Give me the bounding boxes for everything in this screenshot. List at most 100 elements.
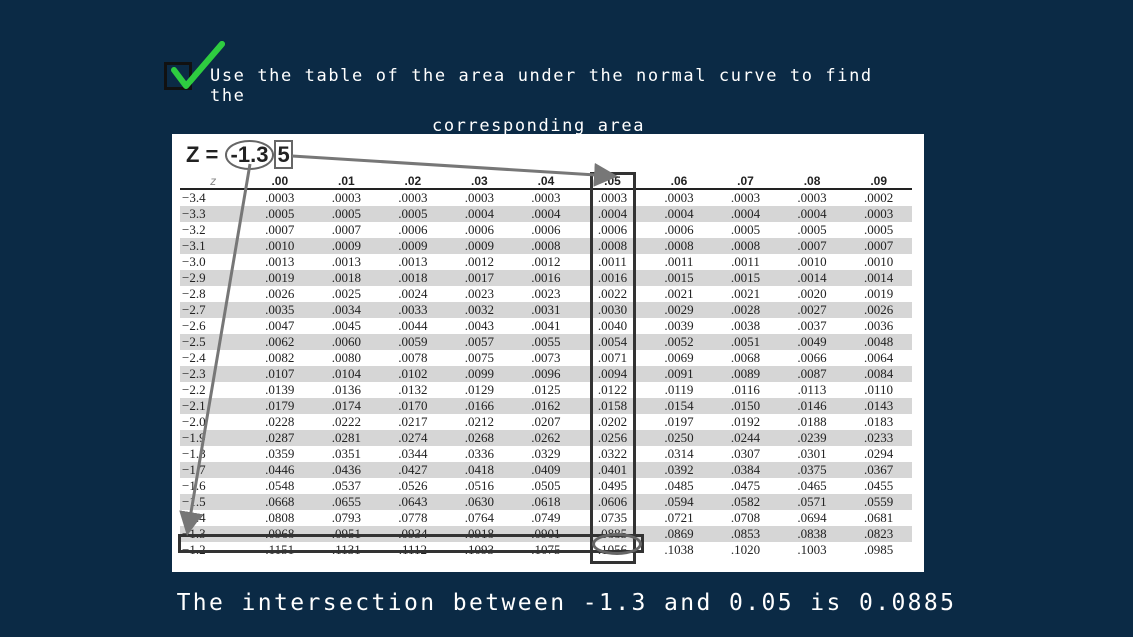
table-cell: .0006 xyxy=(531,222,561,237)
table-cell: .0005 xyxy=(313,206,380,222)
table-cell: .0059 xyxy=(379,334,447,350)
z-cell: −2.5 xyxy=(180,334,247,350)
table-cell: .0039 xyxy=(664,318,694,333)
table-cell: .0003 xyxy=(797,190,827,205)
table-cell: .0021 xyxy=(664,286,694,301)
table-cell: .0681 xyxy=(864,510,894,525)
table-cell: .0012 xyxy=(531,254,561,269)
table-cell: .0007 xyxy=(778,238,846,254)
table-cell: .0018 xyxy=(313,270,380,286)
table-cell: .0023 xyxy=(464,286,495,301)
table-cell: .0233 xyxy=(845,430,912,446)
table-cell: .0322 xyxy=(597,446,628,461)
z-cell: −2.6 xyxy=(182,318,206,333)
table-cell: .0068 xyxy=(730,350,761,365)
z-cell: −2.7 xyxy=(180,302,247,318)
table-cell: .0003 xyxy=(331,190,361,205)
table-cell: .0143 xyxy=(845,398,912,414)
table-cell: .0116 xyxy=(731,382,760,397)
z-cell: −2.2 xyxy=(182,382,206,397)
table-cell: .0409 xyxy=(512,462,580,478)
table-cell: .1093 xyxy=(464,542,495,557)
table-cell: .0066 xyxy=(797,350,827,365)
table-row: −2.8 .0026 .0025 .0024 .0023 .0023 .0022 .0021.… xyxy=(180,286,912,302)
table-cell: .0008 xyxy=(579,238,646,254)
table-cell: .0032 xyxy=(446,302,513,318)
table-cell: .0301 xyxy=(797,446,827,461)
table-row: −2.9.0019.0018.0018.0017.0016.0016.0015.… xyxy=(180,270,912,286)
table-cell: .0007 xyxy=(265,222,295,237)
table-cell: .0174 xyxy=(313,398,380,414)
table-row: −2.1.0179.0174.0170.0166.0162.0158.0154.… xyxy=(180,398,912,414)
table-cell: .0003 xyxy=(597,190,628,205)
table-cell: .0005 xyxy=(864,222,894,237)
column-header: .00 xyxy=(246,174,314,190)
table-cell: .0336 xyxy=(464,446,495,461)
table-cell: .0582 xyxy=(712,494,779,510)
table-cell: .0436 xyxy=(313,462,380,478)
table-cell: .0287 xyxy=(246,430,314,446)
table-cell: .0009 xyxy=(313,238,380,254)
table-cell: .0344 xyxy=(398,446,428,461)
table-cell: .0013 xyxy=(398,254,428,269)
z-cell: −2.4 xyxy=(182,350,206,365)
table-cell: .0013 xyxy=(265,254,295,269)
table-cell: .0025 xyxy=(331,286,361,301)
table-cell: .0150 xyxy=(712,398,779,414)
table-cell: .0537 xyxy=(331,478,361,493)
table-cell: .0281 xyxy=(313,430,380,446)
table-cell: .1003 xyxy=(797,542,827,557)
table-cell: .0427 xyxy=(379,462,447,478)
table-cell: .0010 xyxy=(797,254,827,269)
table-cell: .0222 xyxy=(331,414,361,429)
table-cell: .0869 xyxy=(645,526,713,542)
column-header: .09 xyxy=(845,174,912,190)
z-cell: −3.3 xyxy=(180,206,247,222)
table-cell: .0188 xyxy=(797,414,827,429)
z-table-panel: Z = -1.3 5 z .00.01.02.03.04.05.06.07.08.0… xyxy=(172,134,924,572)
table-cell: .0002 xyxy=(864,190,894,205)
answer-caption: The intersection between -1.3 and 0.05 i… xyxy=(176,590,957,616)
z-cell: −3.0 xyxy=(182,254,206,269)
table-cell: .0024 xyxy=(398,286,428,301)
table-cell: .0485 xyxy=(664,478,694,493)
table-cell: .0110 xyxy=(864,382,894,397)
z-cell: −3.1 xyxy=(180,238,247,254)
table-cell: .0014 xyxy=(845,270,912,286)
table-cell: .0008 xyxy=(512,238,580,254)
table-cell: .0062 xyxy=(246,334,314,350)
z-table: z .00.01.02.03.04.05.06.07.08.09 −3.4.000… xyxy=(180,174,912,558)
table-cell: .0094 xyxy=(579,366,646,382)
table-cell: .0268 xyxy=(446,430,513,446)
table-cell: .0047 xyxy=(265,318,295,333)
table-cell: .0475 xyxy=(730,478,761,493)
table-cell: .0122 xyxy=(597,382,628,397)
table-cell: .0004 xyxy=(712,206,779,222)
instruction-text: Use the table of the area under the norm… xyxy=(210,66,910,136)
table-cell: .0048 xyxy=(845,334,912,350)
table-cell: .0075 xyxy=(464,350,495,365)
instruction-line-1: Use the table of the area under the norm… xyxy=(210,66,873,106)
table-row: −3.2 .0007 .0007 .0006 .0006 .0006 .0006 .0006.… xyxy=(180,222,912,238)
table-cell: .0005 xyxy=(246,206,314,222)
table-cell: .0006 xyxy=(597,222,628,237)
table-cell: .0793 xyxy=(331,510,361,525)
table-cell: .0019 xyxy=(864,286,894,301)
table-cell: .0009 xyxy=(379,238,447,254)
table-cell: .0041 xyxy=(531,318,561,333)
table-cell: .0007 xyxy=(331,222,361,237)
table-row: −3.1.0010.0009.0009.0009.0008.0008.0008.… xyxy=(180,238,912,254)
table-cell: .0044 xyxy=(398,318,428,333)
table-cell: .1112 xyxy=(398,542,427,557)
table-cell: .0003 xyxy=(730,190,761,205)
table-row: −3.3.0005.0005.0005.0004.0004.0004.0004.… xyxy=(180,206,912,222)
table-cell: .0071 xyxy=(597,350,628,365)
checkmark-overlay-icon xyxy=(171,41,225,89)
table-cell: .0082 xyxy=(265,350,295,365)
table-cell: .0505 xyxy=(531,478,561,493)
table-cell: .0015 xyxy=(645,270,713,286)
table-row: −1.2.1151.1131.1112.1093.1075.1056.1038.… xyxy=(180,542,912,558)
table-cell: .0057 xyxy=(446,334,513,350)
table-cell: .0010 xyxy=(246,238,314,254)
table-cell: .0294 xyxy=(864,446,894,461)
